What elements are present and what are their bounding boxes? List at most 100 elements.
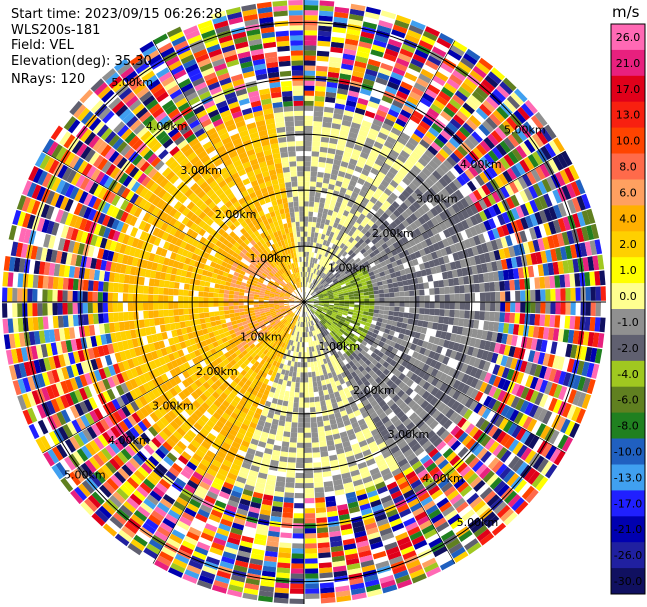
velocity-gate xyxy=(347,324,354,330)
velocity-gate xyxy=(132,302,139,311)
velocity-gate xyxy=(102,523,118,537)
velocity-gate xyxy=(395,184,405,194)
velocity-gate xyxy=(403,198,413,208)
velocity-gate xyxy=(442,174,453,185)
velocity-gate xyxy=(358,41,372,49)
velocity-gate xyxy=(163,295,169,302)
velocity-gate xyxy=(448,278,455,287)
velocity-gate xyxy=(291,376,297,383)
velocity-gate xyxy=(148,294,154,302)
velocity-gate xyxy=(308,251,312,258)
velocity-gate xyxy=(481,350,489,361)
velocity-gate xyxy=(468,192,478,204)
velocity-gate xyxy=(407,279,414,285)
velocity-gate xyxy=(313,273,317,279)
velocity-gate xyxy=(552,261,560,275)
velocity-gate xyxy=(465,48,481,61)
velocity-gate xyxy=(386,43,401,53)
velocity-gate xyxy=(386,196,395,205)
velocity-gate xyxy=(104,354,113,366)
velocity-gate xyxy=(529,313,536,326)
velocity-gate xyxy=(468,237,477,247)
velocity-gate xyxy=(384,302,390,307)
velocity-gate xyxy=(477,186,487,199)
velocity-gate xyxy=(534,111,548,127)
velocity-gate xyxy=(323,294,329,297)
velocity-gate xyxy=(398,85,411,96)
velocity-gate xyxy=(218,310,225,316)
velocity-gate xyxy=(493,342,501,354)
velocity-gate xyxy=(52,276,59,290)
velocity-gate xyxy=(310,181,317,187)
velocity-gate xyxy=(297,362,301,368)
velocity-gate xyxy=(311,156,319,162)
velocity-gate xyxy=(373,39,387,48)
velocity-gate xyxy=(422,363,430,372)
velocity-gate xyxy=(481,79,496,92)
velocity-gate xyxy=(489,113,502,127)
velocity-gate xyxy=(432,170,442,181)
velocity-gate xyxy=(284,487,295,493)
velocity-gate xyxy=(295,483,304,489)
velocity-gate xyxy=(304,508,316,514)
velocity-gate xyxy=(331,36,345,44)
velocity-gate xyxy=(534,277,541,289)
velocity-gate xyxy=(323,295,329,298)
velocity-gate xyxy=(332,291,338,295)
velocity-gate xyxy=(443,375,452,385)
velocity-gate xyxy=(338,305,344,309)
velocity-gate xyxy=(223,293,229,298)
velocity-gate xyxy=(158,302,164,310)
velocity-gate xyxy=(462,102,475,115)
velocity-gate xyxy=(292,371,297,378)
velocity-gate xyxy=(328,142,337,150)
velocity-gate xyxy=(322,293,328,296)
velocity-gate xyxy=(321,213,328,220)
velocity-gate xyxy=(317,283,322,288)
velocity-gate xyxy=(398,167,408,177)
velocity-gate xyxy=(311,427,318,433)
velocity-gate xyxy=(333,292,339,296)
velocity-gate xyxy=(368,227,375,235)
velocity-gate xyxy=(330,268,336,274)
velocity-gate xyxy=(464,153,476,166)
velocity-gate xyxy=(471,246,479,256)
velocity-gate xyxy=(380,192,390,200)
velocity-gate xyxy=(360,266,367,272)
velocity-gate xyxy=(313,299,319,301)
velocity-gate xyxy=(391,277,398,283)
velocity-gate xyxy=(579,242,588,257)
velocity-gate xyxy=(308,377,313,383)
velocity-gate xyxy=(401,219,410,228)
velocity-gate xyxy=(336,93,348,100)
velocity-gate xyxy=(331,123,341,130)
velocity-gate xyxy=(398,264,405,271)
velocity-gate xyxy=(193,302,199,308)
velocity-gate xyxy=(406,324,413,331)
velocity-gate xyxy=(37,275,44,289)
velocity-gate xyxy=(378,340,385,347)
velocity-gate xyxy=(460,172,471,183)
velocity-gate xyxy=(313,386,319,393)
velocity-gate xyxy=(326,270,331,276)
velocity-gate xyxy=(425,238,433,247)
velocity-gate xyxy=(581,393,592,409)
velocity-gate xyxy=(567,329,575,344)
velocity-gate xyxy=(532,183,543,197)
velocity-gate xyxy=(339,165,347,173)
velocity-gate xyxy=(304,377,309,383)
velocity-gate xyxy=(361,227,368,235)
velocity-gate xyxy=(92,280,99,292)
velocity-gate xyxy=(307,272,311,278)
velocity-gate xyxy=(548,140,561,155)
velocity-gate xyxy=(371,332,378,339)
velocity-gate xyxy=(397,222,406,231)
velocity-gate xyxy=(438,316,445,324)
velocity-gate xyxy=(326,157,334,164)
velocity-gate xyxy=(372,179,381,188)
velocity-gate xyxy=(318,284,323,289)
velocity-gate xyxy=(353,290,359,294)
velocity-gate xyxy=(320,272,325,278)
velocity-gate xyxy=(288,452,297,458)
velocity-gate xyxy=(313,462,322,468)
